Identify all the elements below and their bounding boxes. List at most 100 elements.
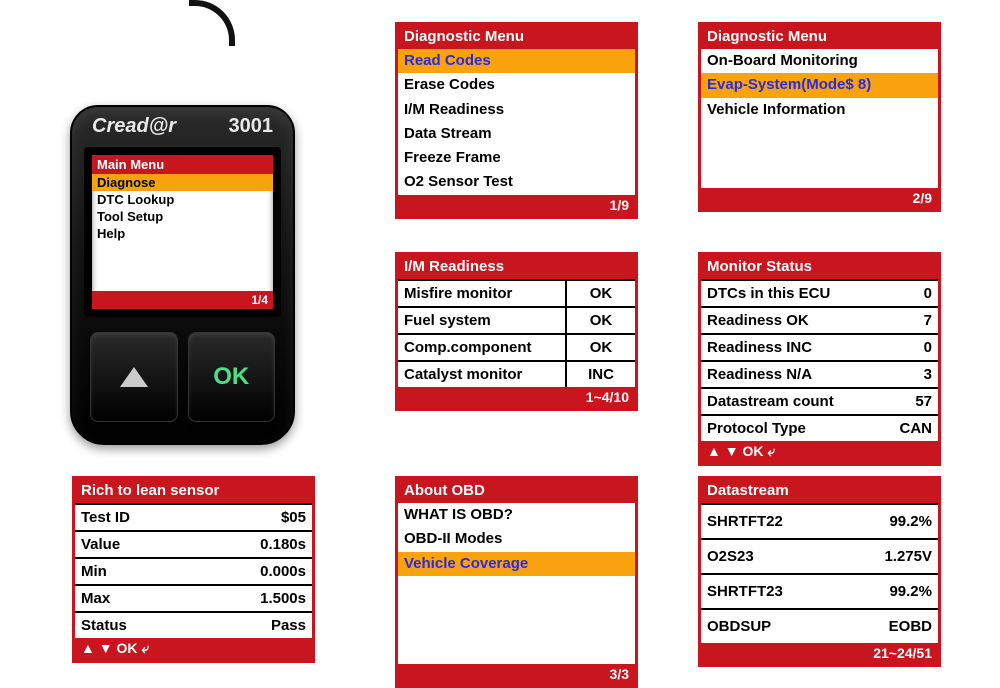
scanner-device: Cread@r 3001 Main Menu Diagnose DTC Look… — [70, 30, 295, 460]
row-key: SHRTFT23 — [701, 575, 848, 608]
row-val: 99.2% — [848, 505, 938, 538]
row-key: Datastream count — [701, 389, 868, 414]
table-row: Readiness OK7 — [701, 306, 938, 333]
table-row: StatusPass — [75, 611, 312, 638]
menu-item[interactable]: I/M Readiness — [398, 98, 635, 122]
row-key: Readiness INC — [701, 335, 868, 360]
row-key: O2S23 — [701, 540, 848, 573]
panel-footer: 1/9 — [398, 195, 635, 216]
row-val: 1.500s — [222, 586, 312, 611]
table-row: O2S231.275V — [701, 538, 938, 573]
row-key: Min — [75, 559, 222, 584]
menu-item[interactable]: Erase Codes — [398, 73, 635, 97]
row-key: Status — [75, 613, 222, 638]
row-key: Catalyst monitor — [398, 362, 565, 387]
about-obd-panel: About OBD WHAT IS OBD? OBD-II Modes Vehi… — [395, 476, 638, 688]
up-button[interactable] — [90, 332, 178, 422]
device-menu-footer: 1/4 — [92, 291, 273, 309]
row-val: 3 — [868, 362, 938, 387]
row-key: Test ID — [75, 505, 222, 530]
menu-item[interactable]: WHAT IS OBD? — [398, 503, 635, 527]
table-row: DTCs in this ECU0 — [701, 279, 938, 306]
menu-item[interactable]: Evap-System(Mode$ 8) — [701, 73, 938, 97]
row-val: $05 — [222, 505, 312, 530]
row-val: 7 — [868, 308, 938, 333]
panel-title: Datastream — [701, 479, 938, 503]
table-row: Readiness INC0 — [701, 333, 938, 360]
row-val: INC — [565, 362, 635, 387]
device-cable — [179, 10, 209, 70]
panel-title: About OBD — [398, 479, 635, 503]
table-row: Misfire monitorOK — [398, 279, 635, 306]
row-key: Readiness OK — [701, 308, 868, 333]
table-row: Readiness N/A3 — [701, 360, 938, 387]
panel-footer: 3/3 — [398, 664, 635, 685]
device-menu-item[interactable]: Tool Setup — [92, 208, 273, 225]
row-key: Max — [75, 586, 222, 611]
device-menu-item[interactable]: Help — [92, 225, 273, 242]
row-val: 0 — [868, 281, 938, 306]
device-model: 3001 — [229, 115, 274, 138]
panel-footer: 2/9 — [701, 188, 938, 209]
row-key: Fuel system — [398, 308, 565, 333]
table-row: OBDSUPEOBD — [701, 608, 938, 643]
table-row: Catalyst monitorINC — [398, 360, 635, 387]
table-row: Comp.componentOK — [398, 333, 635, 360]
row-key: Value — [75, 532, 222, 557]
device-screen: Main Menu Diagnose DTC Lookup Tool Setup… — [84, 147, 281, 317]
menu-item[interactable]: Freeze Frame — [398, 146, 635, 170]
table-row: Value0.180s — [75, 530, 312, 557]
panel-footer: 21~24/51 — [701, 643, 938, 664]
row-key: Comp.component — [398, 335, 565, 360]
row-key: SHRTFT22 — [701, 505, 848, 538]
row-val: 57 — [868, 389, 938, 414]
table-row: SHRTFT2399.2% — [701, 573, 938, 608]
table-row: Datastream count57 — [701, 387, 938, 414]
row-val: 0.000s — [222, 559, 312, 584]
row-val: CAN — [868, 416, 938, 441]
row-val: 99.2% — [848, 575, 938, 608]
menu-item[interactable]: On-Board Monitoring — [701, 49, 938, 73]
panel-title: Rich to lean sensor — [75, 479, 312, 503]
diagnostic-menu-panel-1: Diagnostic Menu Read Codes Erase Codes I… — [395, 22, 638, 219]
row-val: 1.275V — [848, 540, 938, 573]
panel-footer: 1~4/10 — [398, 387, 635, 408]
panel-title: Diagnostic Menu — [701, 25, 938, 49]
device-body: Cread@r 3001 Main Menu Diagnose DTC Look… — [70, 105, 295, 445]
menu-item[interactable]: Vehicle Information — [701, 98, 938, 122]
table-row: SHRTFT2299.2% — [701, 503, 938, 538]
row-val: OK — [565, 281, 635, 306]
row-key: Protocol Type — [701, 416, 868, 441]
panel-title: Monitor Status — [701, 255, 938, 279]
menu-item[interactable]: O2 Sensor Test — [398, 170, 635, 194]
menu-item[interactable]: Data Stream — [398, 122, 635, 146]
panel-title: I/M Readiness — [398, 255, 635, 279]
row-key: Readiness N/A — [701, 362, 868, 387]
panel-footer: ▲ ▼ OK ⤶ — [701, 441, 938, 463]
row-val: Pass — [222, 613, 312, 638]
menu-item[interactable]: Read Codes — [398, 49, 635, 73]
menu-item[interactable]: OBD-II Modes — [398, 527, 635, 551]
ok-label: OK — [213, 363, 249, 391]
table-row: Fuel systemOK — [398, 306, 635, 333]
device-brand: Cread@r — [92, 115, 176, 137]
device-menu-item[interactable]: DTC Lookup — [92, 191, 273, 208]
device-menu-item[interactable]: Diagnose — [92, 174, 273, 191]
panel-title: Diagnostic Menu — [398, 25, 635, 49]
row-val: 0 — [868, 335, 938, 360]
ok-button[interactable]: OK — [188, 332, 276, 422]
row-val: EOBD — [848, 610, 938, 643]
triangle-up-icon — [120, 367, 148, 387]
table-row: Max1.500s — [75, 584, 312, 611]
panel-footer: ▲ ▼ OK ⤶ — [75, 638, 312, 660]
table-row: Test ID$05 — [75, 503, 312, 530]
im-readiness-panel: I/M Readiness Misfire monitorOK Fuel sys… — [395, 252, 638, 411]
row-key: OBDSUP — [701, 610, 848, 643]
row-key: Misfire monitor — [398, 281, 565, 306]
menu-item[interactable]: Vehicle Coverage — [398, 552, 635, 576]
diagnostic-menu-panel-2: Diagnostic Menu On-Board Monitoring Evap… — [698, 22, 941, 212]
rich-lean-sensor-panel: Rich to lean sensor Test ID$05 Value0.18… — [72, 476, 315, 663]
row-key: DTCs in this ECU — [701, 281, 868, 306]
table-row: Min0.000s — [75, 557, 312, 584]
device-menu-title: Main Menu — [92, 155, 273, 174]
